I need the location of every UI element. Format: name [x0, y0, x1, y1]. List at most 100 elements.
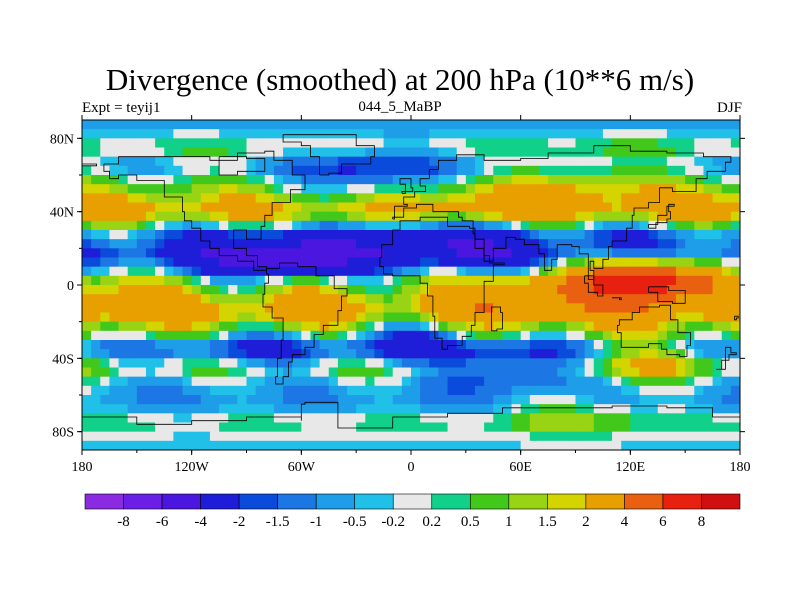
field-cell	[566, 266, 577, 277]
field-cell	[557, 266, 567, 277]
field-cell	[173, 395, 184, 405]
field-cell	[273, 147, 284, 158]
field-cell	[319, 138, 330, 149]
field-cell	[246, 349, 257, 359]
field-cell	[246, 230, 257, 240]
field-cell	[411, 156, 421, 167]
field-cell	[173, 257, 184, 268]
field-cell	[612, 422, 622, 433]
field-cell	[173, 294, 184, 304]
coastline	[648, 286, 686, 304]
field-cell	[721, 330, 732, 341]
field-cell	[648, 120, 659, 130]
field-cell	[237, 431, 248, 442]
field-cell	[191, 349, 202, 359]
field-cell	[639, 312, 650, 323]
field-cell	[182, 321, 193, 332]
field-cell	[630, 129, 641, 139]
field-cell	[155, 404, 165, 414]
field-cell	[136, 385, 147, 396]
field-cell	[401, 275, 412, 286]
field-cell	[200, 175, 211, 185]
field-cell	[173, 120, 184, 130]
field-cell	[255, 303, 266, 314]
field-cell	[155, 294, 165, 304]
field-cell	[328, 275, 339, 286]
field-cell	[694, 129, 705, 139]
field-cell	[292, 404, 302, 414]
field-cell	[420, 367, 430, 378]
field-cell	[191, 202, 202, 213]
field-cell	[438, 239, 449, 249]
field-cell	[310, 147, 321, 158]
field-cell	[337, 239, 348, 249]
field-cell	[228, 230, 238, 240]
field-cell	[593, 275, 604, 286]
field-cell	[319, 431, 330, 442]
field-cell	[566, 175, 577, 185]
field-cell	[356, 340, 366, 350]
field-cell	[273, 431, 284, 442]
field-cell	[328, 404, 339, 414]
field-cell	[529, 395, 540, 405]
field-cell	[657, 312, 668, 323]
field-cell	[292, 202, 302, 213]
field-cell	[200, 404, 211, 414]
field-cell	[465, 165, 476, 176]
field-cell	[164, 340, 174, 350]
field-cell	[264, 376, 275, 387]
field-cell	[118, 193, 129, 204]
field-cell	[621, 376, 631, 387]
field-cell	[127, 440, 138, 450]
field-cell	[639, 422, 650, 433]
field-cell	[310, 184, 321, 194]
field-cell	[292, 413, 302, 424]
field-cell	[630, 248, 641, 259]
field-cell	[420, 257, 430, 268]
field-cell	[694, 340, 705, 350]
field-cell	[411, 193, 421, 204]
colorbar-label: 0.2	[422, 514, 441, 530]
field-cell	[621, 312, 631, 323]
field-cell	[136, 358, 147, 369]
field-cell	[173, 165, 184, 176]
field-cell	[136, 422, 147, 433]
field-cell	[502, 340, 513, 350]
field-cell	[164, 220, 174, 231]
field-cell	[100, 440, 111, 450]
field-cell	[347, 385, 357, 396]
field-cell	[484, 202, 494, 213]
field-cell	[584, 294, 595, 304]
field-cell	[237, 230, 248, 240]
field-cell	[703, 248, 714, 259]
field-cell	[219, 385, 229, 396]
field-cell	[401, 395, 412, 405]
field-cell	[118, 129, 129, 139]
field-cell	[237, 220, 248, 231]
field-cell	[465, 312, 476, 323]
field-cell	[493, 275, 503, 286]
field-cell	[648, 266, 659, 277]
field-cell	[356, 147, 366, 158]
field-cell	[630, 349, 641, 359]
field-cell	[438, 175, 449, 185]
field-cell	[730, 257, 740, 268]
field-cell	[456, 184, 467, 194]
field-cell	[374, 303, 385, 314]
field-cell	[447, 303, 458, 314]
field-cell	[712, 340, 723, 350]
field-cell	[493, 230, 503, 240]
field-cell	[127, 349, 138, 359]
field-cell	[246, 257, 257, 268]
field-cell	[283, 156, 293, 167]
field-cell	[685, 422, 695, 433]
field-cell	[356, 376, 366, 387]
field-cell	[493, 303, 503, 314]
field-cell	[301, 395, 312, 405]
field-cell	[676, 275, 686, 286]
field-cell	[191, 285, 202, 295]
coastline	[103, 150, 306, 271]
coastline	[612, 297, 622, 301]
field-cell	[292, 294, 302, 304]
field-cell	[337, 120, 348, 130]
